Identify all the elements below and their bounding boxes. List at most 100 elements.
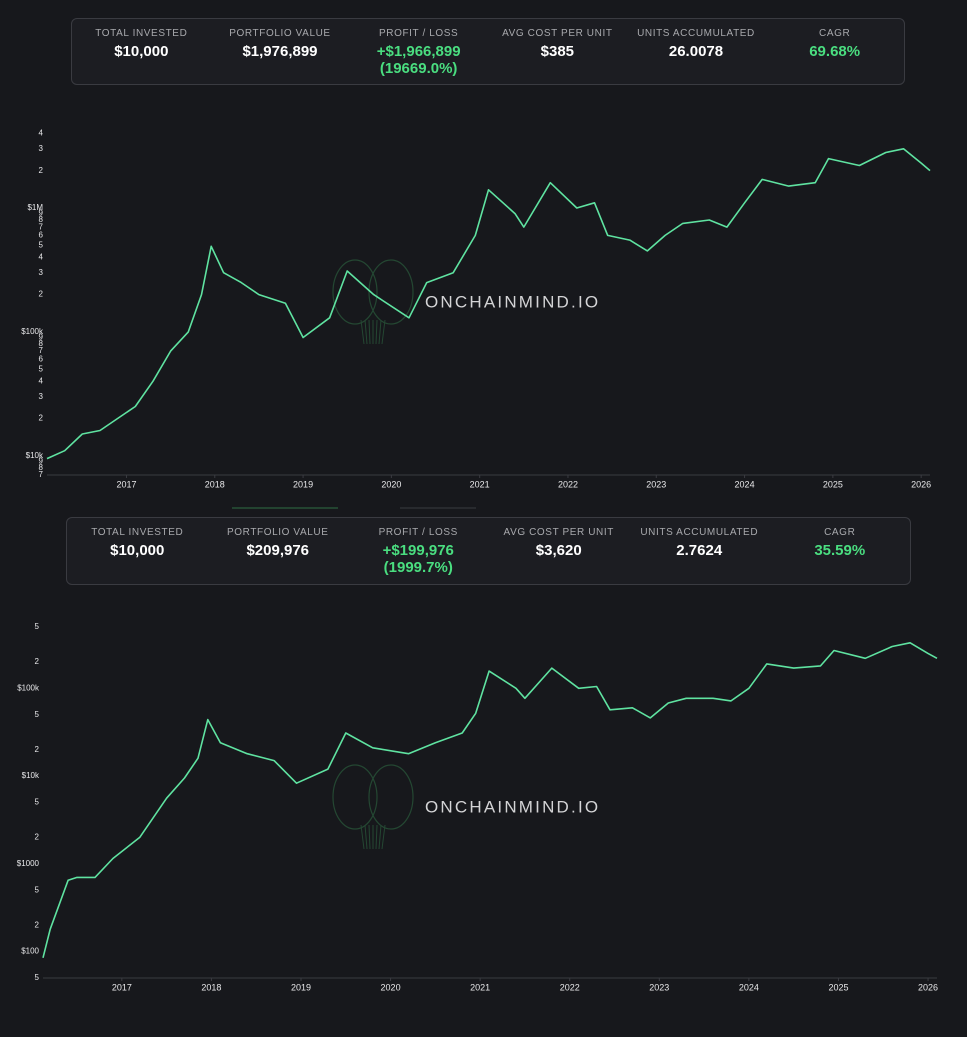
y-tick-label: 4 [39,128,44,137]
stat: UNITS ACCUMULATED 2.7624 [629,527,770,584]
x-tick-label: 2026 [911,479,931,489]
x-tick-label: 2024 [739,982,759,992]
stat: PROFIT / LOSS +$1,966,899 (19669.0%) [349,28,488,84]
y-tick-label: 5 [35,885,40,894]
x-tick-label: 2021 [470,982,490,992]
stat: UNITS ACCUMULATED 26.0078 [627,28,766,84]
x-tick-label: 2026 [918,982,938,992]
stat-value: +$199,976 [382,542,454,559]
stat-label: PROFIT / LOSS [378,527,458,538]
stat-value: $10,000 [114,43,169,60]
brain-stem [375,319,378,345]
stat-label: PROFIT / LOSS [379,28,459,39]
brain-stem [381,824,386,850]
y-tick-label: 4 [39,252,44,261]
stat: TOTAL INVESTED $10,000 [72,28,211,84]
x-tick-label: 2025 [828,982,848,992]
y-tick-label: $100 [21,947,39,956]
x-tick-label: 2023 [646,479,666,489]
stat-label: PORTFOLIO VALUE [229,28,331,39]
brain-lobe [332,764,378,830]
brain-stem [381,319,386,345]
stat: PORTFOLIO VALUE $209,976 [208,527,349,584]
stat-label: PORTFOLIO VALUE [227,527,329,538]
y-tick-label: 2 [35,833,40,842]
y-tick-label: 2 [35,657,40,666]
y-tick-label: 4 [39,376,44,385]
stat-label: CAGR [824,527,856,538]
y-tick-label: $1000 [17,859,40,868]
price-line [46,148,931,460]
y-tick-label: 6 [39,354,44,363]
brain-stem [375,824,378,850]
stat-value: $10,000 [110,542,165,559]
y-tick-label: 8 [39,215,44,224]
y-tick-label: 7 [39,222,44,231]
y-tick-label: 3 [39,392,44,401]
x-tick-label: 2021 [470,479,490,489]
brain-stem [364,319,368,345]
stat: AVG COST PER UNIT $385 [488,28,627,84]
y-tick-label: 5 [39,240,44,249]
y-tick-label: 3 [39,268,44,277]
y-tick-label: 9 [39,457,44,466]
y-tick-label: 6 [39,231,44,240]
y-tick-label: 9 [39,209,44,218]
brain-stem [368,319,371,345]
y-tick-label: 3 [39,144,44,153]
watermark-icon [332,764,414,850]
stat-value: $3,620 [535,542,582,559]
brain-stem [360,824,365,850]
stat: PORTFOLIO VALUE $1,976,899 [211,28,350,84]
stat: CAGR 69.68% [765,28,904,84]
price-line [42,642,938,958]
x-tick-label: 2018 [201,982,221,992]
x-tick-label: 2019 [291,982,311,992]
x-tick-label: 2020 [381,479,401,489]
x-tick-label: 2023 [649,982,669,992]
stat-value: 26.0078 [668,43,724,60]
brain-stem [378,824,382,850]
y-tick-label: $10k [22,771,40,780]
y-tick-label: $10k [26,451,44,460]
x-tick-label: 2020 [381,982,401,992]
x-tick-label: 2019 [293,479,313,489]
y-tick-label: 2 [35,920,40,929]
watermark-icon [332,259,414,345]
brain-stem [368,824,371,850]
y-tick-label: 7 [39,470,44,479]
stat-label: AVG COST PER UNIT [503,527,614,538]
stat-label: TOTAL INVESTED [95,28,188,39]
stat: TOTAL INVESTED $10,000 [67,527,208,584]
stat-label: UNITS ACCUMULATED [640,527,759,538]
stat-value: 35.59% [814,542,866,559]
y-tick-label: 2 [39,166,44,175]
brain-lobe [368,259,414,325]
x-tick-label: 2022 [560,982,580,992]
y-tick-label: 7 [39,346,44,355]
x-tick-label: 2017 [116,479,136,489]
y-tick-label: 8 [39,463,44,472]
x-tick-label: 2025 [823,479,843,489]
x-tick-label: 2017 [112,982,132,992]
y-tick-label: 5 [39,364,44,373]
stat: CAGR 35.59% [770,527,911,584]
x-tick-label: 2024 [735,479,755,489]
brain-stem [364,824,368,850]
y-tick-label: 9 [39,333,44,342]
y-tick-label: 5 [35,622,40,631]
y-tick-label: 2 [39,414,44,423]
watermark: ONCHAINMIND.IO [425,292,600,311]
y-tick-label: 2 [35,745,40,754]
y-tick-label: $100k [17,683,40,692]
stat-label: AVG COST PER UNIT [502,28,613,39]
y-tick-label: 2 [39,290,44,299]
y-tick-label: $1M [27,203,43,212]
brain-lobe [332,259,378,325]
brain-lobe [368,764,414,830]
y-tick-label: 5 [35,973,40,982]
stat-value: $1,976,899 [242,43,318,60]
stat-sub: (19669.0%) [379,60,458,77]
y-tick-label: 5 [35,710,40,719]
